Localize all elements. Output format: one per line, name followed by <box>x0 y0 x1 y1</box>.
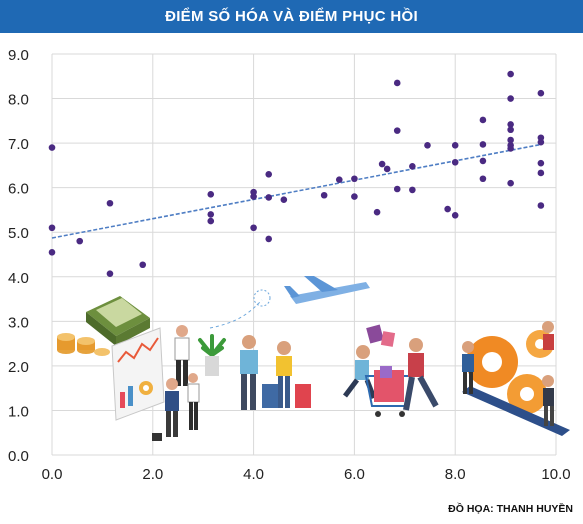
data-point <box>451 142 459 149</box>
data-point <box>507 121 514 128</box>
data-point <box>537 169 545 177</box>
data-point <box>479 157 487 165</box>
data-point <box>537 159 545 167</box>
x-tick-label: 0.0 <box>42 466 63 483</box>
data-point <box>537 202 545 209</box>
y-tick-label: 3.0 <box>8 314 29 331</box>
data-point <box>507 136 514 144</box>
y-tick-label: 1.0 <box>8 403 29 420</box>
x-tick-label: 10.0 <box>541 466 570 483</box>
data-points <box>48 70 545 277</box>
y-tick-label: 0.0 <box>8 448 29 465</box>
data-point <box>378 160 386 168</box>
credit-label: ĐỒ HỌA: THANH HUYỀN <box>448 503 573 515</box>
data-point <box>479 141 487 148</box>
data-point <box>479 175 487 183</box>
data-point <box>507 126 514 134</box>
data-point <box>76 237 84 245</box>
data-point <box>320 191 328 199</box>
trendline-line <box>51 143 542 239</box>
y-tick-label: 4.0 <box>8 270 29 287</box>
data-point <box>393 185 401 193</box>
x-tick-label: 4.0 <box>243 466 264 483</box>
data-point <box>383 165 391 173</box>
data-point <box>351 193 358 200</box>
data-point <box>507 179 514 187</box>
data-point <box>393 127 401 134</box>
data-point <box>139 261 147 269</box>
data-point <box>507 145 514 152</box>
airplane-icon <box>209 276 370 329</box>
data-point <box>409 162 416 170</box>
data-point <box>424 142 431 149</box>
data-point <box>280 196 288 203</box>
data-point <box>479 116 487 124</box>
trendline <box>51 143 542 239</box>
data-point <box>409 186 416 194</box>
shopping-cart-icon <box>343 324 439 417</box>
data-point <box>207 191 215 198</box>
data-point <box>250 224 257 232</box>
data-point <box>373 208 381 216</box>
data-point <box>207 211 215 218</box>
data-point <box>393 79 401 87</box>
y-tick-label: 8.0 <box>8 92 29 109</box>
x-tick-label: 2.0 <box>142 466 163 483</box>
data-point <box>106 199 114 207</box>
tick-labels: 0.0 1.0 2.0 3.0 4.0 5.0 6.0 7.0 8.0 9.0 0.0 2.0 4.0 6… <box>8 47 571 483</box>
chart-title: ĐIỂM SỐ HÓA VÀ ĐIỂM PHỤC HỒI <box>165 8 418 25</box>
data-point <box>335 176 343 183</box>
x-tick-label: 8.0 <box>445 466 466 483</box>
money-stack-icon <box>86 296 150 346</box>
gears-icon <box>462 321 570 436</box>
plant-icon <box>198 334 226 376</box>
travelers-icon <box>240 335 311 410</box>
data-point <box>265 235 273 243</box>
data-point <box>207 217 215 225</box>
y-tick-label: 7.0 <box>8 136 29 153</box>
x-tick-label: 6.0 <box>344 466 365 483</box>
data-point <box>451 158 459 166</box>
y-tick-label: 2.0 <box>8 359 29 376</box>
data-point <box>537 138 545 146</box>
y-tick-label: 5.0 <box>8 225 29 242</box>
title-bar: ĐIỂM SỐ HÓA VÀ ĐIỂM PHỤC HỒI <box>0 0 583 33</box>
y-tick-label: 6.0 <box>8 181 29 198</box>
data-point <box>106 270 114 277</box>
data-point <box>444 205 451 213</box>
data-point <box>507 70 514 78</box>
data-point <box>48 144 56 151</box>
data-point <box>507 95 514 102</box>
data-point <box>265 194 273 201</box>
data-point <box>537 89 545 97</box>
data-point <box>265 171 273 178</box>
data-point <box>351 175 358 183</box>
dashboard-board-icon <box>111 327 165 421</box>
coins-icon <box>57 333 110 356</box>
data-point <box>48 224 56 232</box>
businessman-icon <box>152 325 200 441</box>
data-point <box>48 248 56 256</box>
data-point <box>451 211 459 219</box>
y-tick-label: 9.0 <box>8 47 29 64</box>
illustration <box>57 276 570 441</box>
data-point <box>250 193 257 200</box>
